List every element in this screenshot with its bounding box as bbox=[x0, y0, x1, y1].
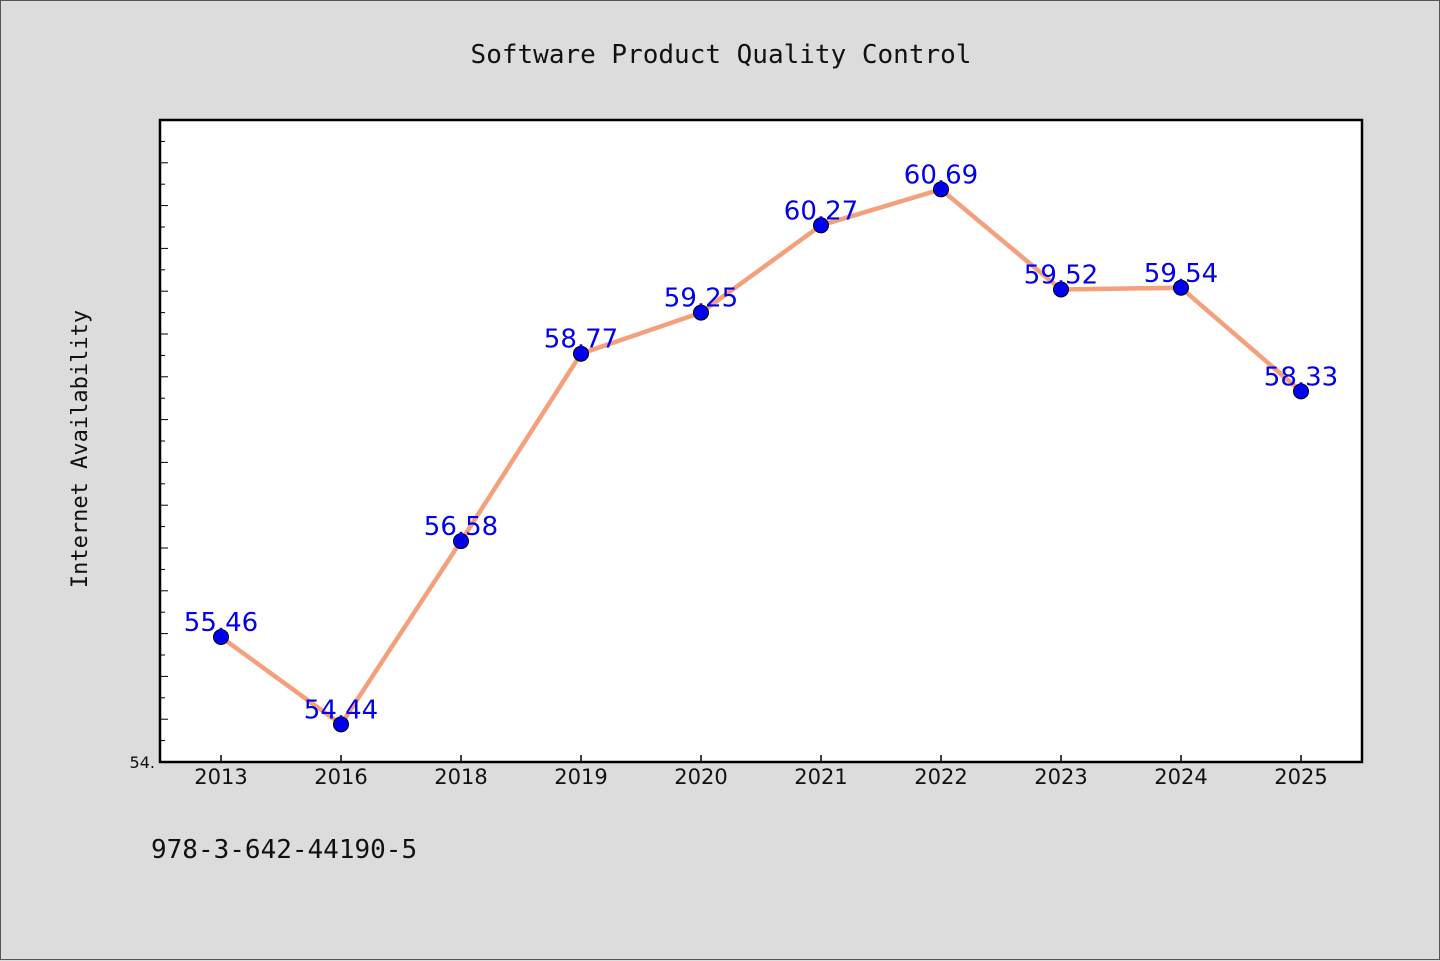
data-point bbox=[813, 217, 829, 234]
data-point bbox=[1173, 279, 1189, 296]
data-label: 54.44 bbox=[304, 695, 378, 725]
data-point bbox=[1293, 383, 1309, 400]
data-point bbox=[333, 716, 349, 733]
data-label: 59.25 bbox=[664, 284, 738, 314]
x-tick-label: 2019 bbox=[554, 765, 607, 789]
data-point bbox=[693, 304, 709, 321]
x-tick-label: 2020 bbox=[674, 765, 727, 789]
data-label: 58.77 bbox=[544, 325, 618, 355]
x-tick-label: 2023 bbox=[1034, 765, 1087, 789]
x-tick-label: 2021 bbox=[794, 765, 847, 789]
plot-area bbox=[158, 118, 1364, 764]
data-label: 58.33 bbox=[1264, 362, 1338, 392]
x-axis-ticks: 2013 2016 2018 2019 2020 2021 2022 2023 2024 2025 bbox=[194, 755, 1328, 789]
data-label: 60.69 bbox=[904, 160, 978, 190]
x-tick-label: 2025 bbox=[1274, 765, 1327, 789]
y-tick-label: 54. bbox=[130, 753, 155, 772]
x-tick-label: 2018 bbox=[434, 765, 487, 789]
y-axis-label: Internet Availability bbox=[68, 310, 93, 588]
data-point bbox=[213, 629, 229, 646]
series-line-group: 55.46 54.44 56.58 58.77 59.25 60.27 60.69 59.52… bbox=[184, 160, 1338, 733]
data-point bbox=[573, 345, 589, 362]
data-label: 59.54 bbox=[1144, 259, 1218, 289]
data-point bbox=[933, 181, 949, 198]
data-label: 56.58 bbox=[424, 512, 498, 542]
chart-title: Software Product Quality Control bbox=[471, 40, 972, 70]
isbn-text: 978-3-642-44190-5 bbox=[151, 835, 418, 865]
x-tick-label: 2024 bbox=[1154, 765, 1207, 789]
data-point bbox=[453, 533, 469, 550]
series-line bbox=[218, 187, 1304, 727]
x-tick-label: 2016 bbox=[314, 765, 367, 789]
y-axis-ticks bbox=[160, 119, 168, 763]
data-label: 59.52 bbox=[1024, 260, 1098, 290]
data-label: 60.27 bbox=[784, 196, 858, 226]
data-label: 55.46 bbox=[184, 608, 258, 638]
x-tick-label: 2013 bbox=[194, 765, 247, 789]
x-tick-label: 2022 bbox=[914, 765, 967, 789]
data-point bbox=[1053, 281, 1069, 298]
